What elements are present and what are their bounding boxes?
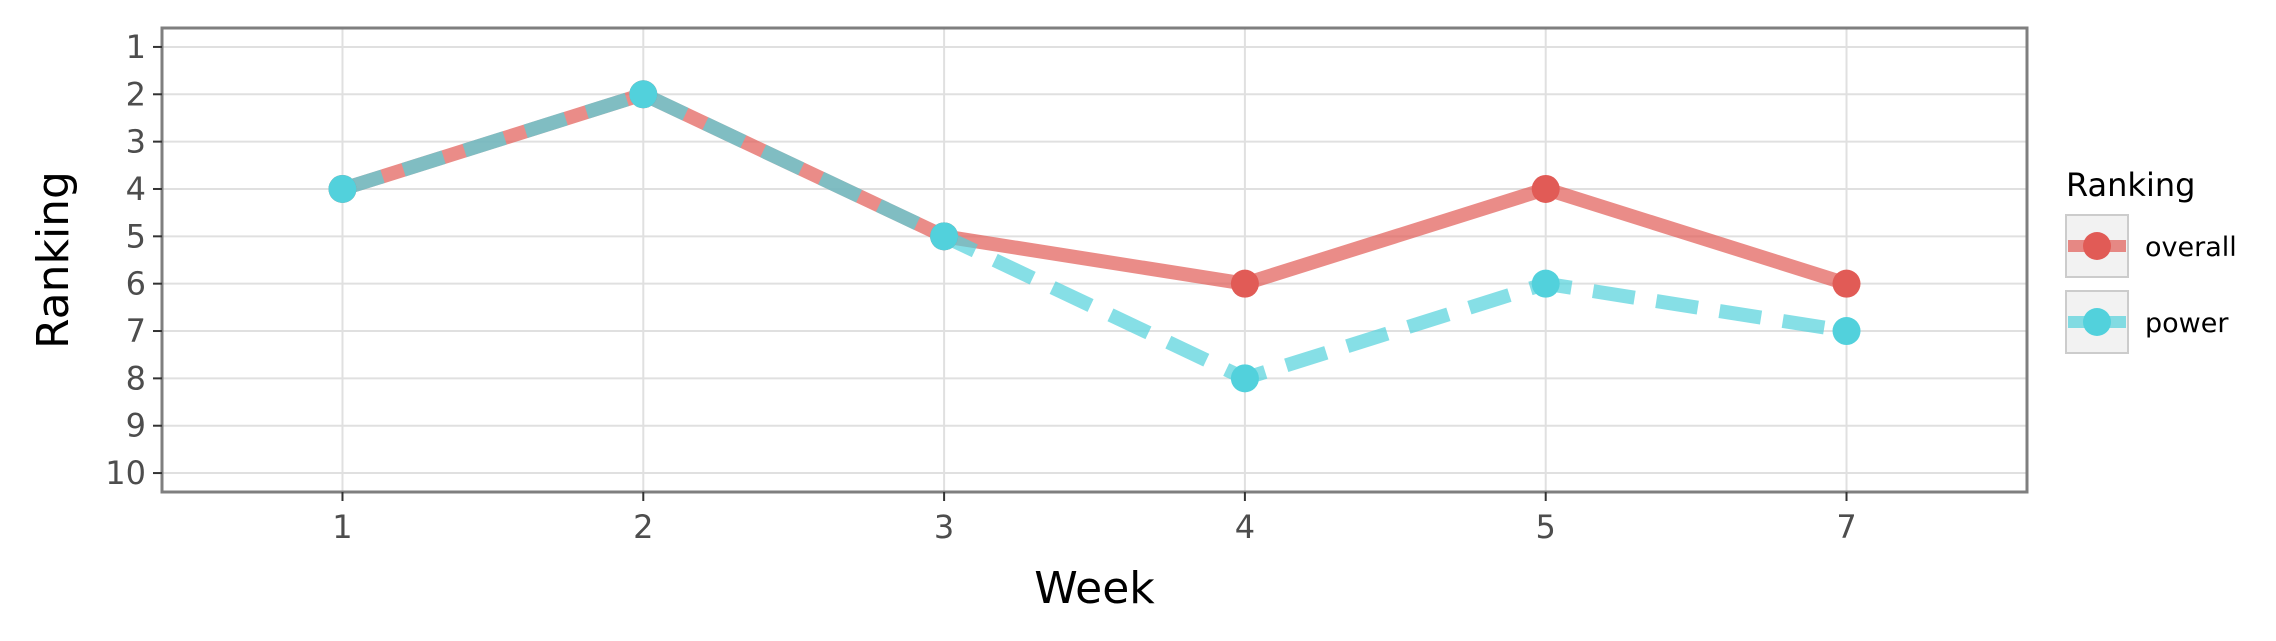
x-tick-label: 1 [332, 508, 352, 546]
x-tick-label: 4 [1235, 508, 1255, 546]
x-axis-ticks: 1 2 3 4 5 7 [332, 492, 1857, 546]
legend-item-overall: overall [2065, 214, 2237, 278]
point-power [328, 174, 357, 203]
point-power [1531, 269, 1560, 298]
x-tick-label: 5 [1536, 508, 1556, 546]
series-line-power [340, 87, 1848, 386]
y-gridlines [162, 45, 2027, 475]
x-tick-label: 3 [934, 508, 954, 546]
y-tick-label: 9 [126, 407, 146, 445]
x-axis-title: Week [1034, 563, 1155, 614]
point-overall [1531, 174, 1560, 203]
legend-item-power: power [2065, 290, 2229, 354]
y-tick-label: 8 [126, 359, 146, 397]
point-power [629, 80, 658, 109]
point-power [1832, 317, 1861, 346]
y-tick-label: 7 [126, 312, 146, 350]
y-tick-label: 10 [105, 454, 146, 492]
legend-title: Ranking [2066, 166, 2195, 204]
y-tick-label: 3 [126, 123, 146, 161]
y-tick-label: 2 [126, 75, 146, 113]
point-power [1230, 364, 1259, 393]
x-tick-label: 7 [1836, 508, 1856, 546]
point-power [930, 222, 959, 251]
legend-label-overall: overall [2145, 232, 2237, 263]
series-points [328, 80, 1861, 393]
y-tick-label: 1 [126, 28, 146, 66]
plot-panel-border [160, 26, 2029, 494]
x-tick-label: 2 [633, 508, 653, 546]
point-overall [1230, 269, 1259, 298]
y-tick-label: 4 [126, 170, 146, 208]
y-axis-ticks: 1 2 3 4 5 6 7 8 9 10 [105, 28, 162, 492]
legend-key-point [2083, 232, 2111, 260]
legend-label-power: power [2145, 308, 2229, 339]
legend: Ranking overall power [2065, 166, 2237, 354]
y-tick-label: 6 [126, 265, 146, 303]
point-overall [1832, 269, 1861, 298]
legend-key-point [2083, 308, 2111, 336]
series-lines [340, 87, 1849, 386]
y-tick-label: 5 [126, 217, 146, 255]
y-axis-title: Ranking [28, 171, 79, 349]
x-gridlines [341, 28, 1848, 492]
